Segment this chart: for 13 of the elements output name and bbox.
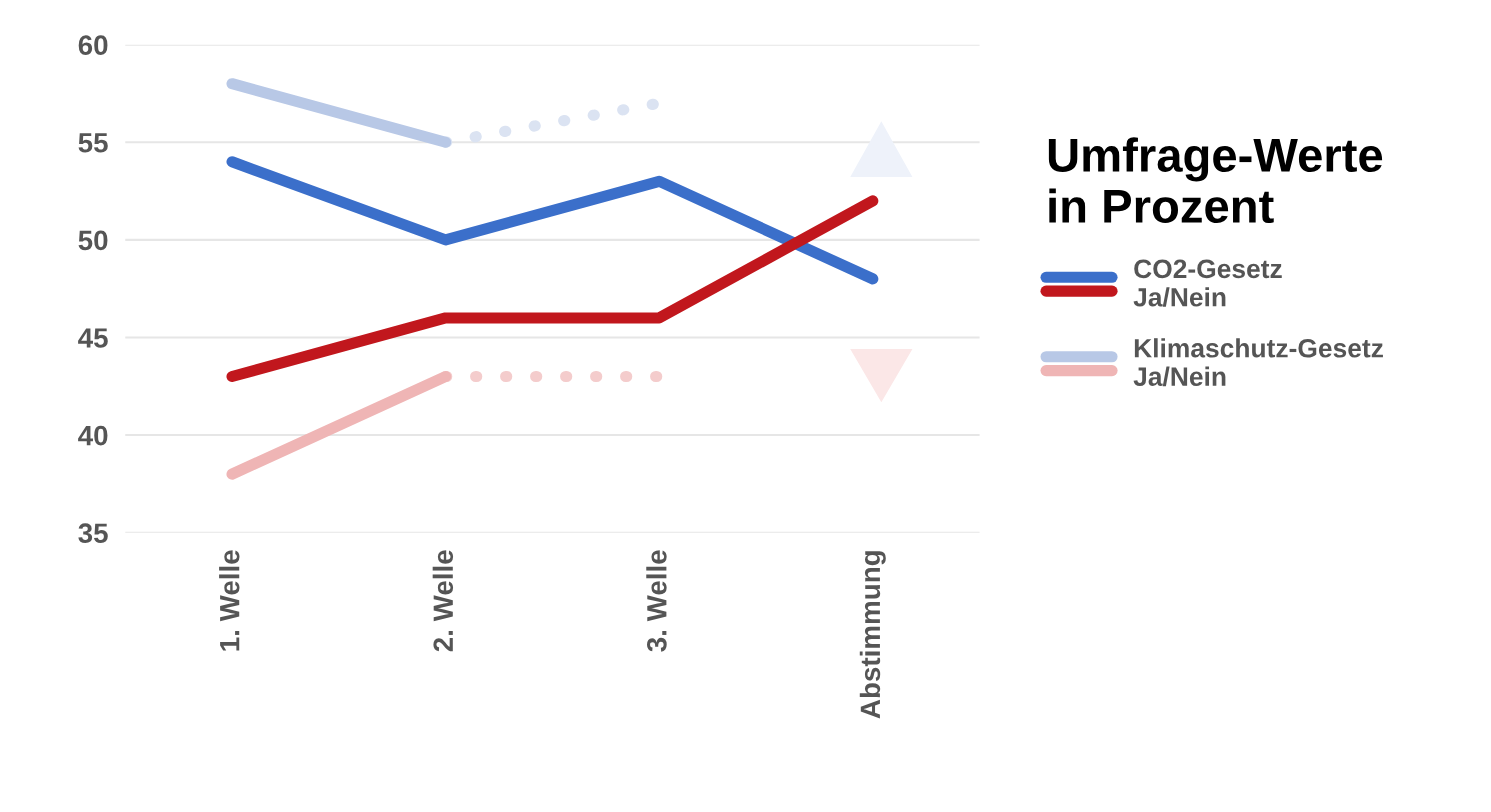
y-tick-label: 50 [78,230,108,251]
legend-title: Umfrage-Werte in Prozent [1048,137,1383,224]
y-tick-label: 35 [78,523,108,544]
legend-label: Klimaschutz-Gesetz Ja/Nein [1133,338,1383,387]
y-tick-label: 45 [78,328,108,348]
x-tick-label: 3. Welle [646,550,667,652]
x-tick-label: 1. Welle [219,550,240,651]
y-tick-label: 60 [78,35,108,55]
x-tick-label: 2. Welle [432,550,454,652]
x-tick-label: Abstimmung [859,551,886,719]
y-tick-label: 40 [78,425,108,446]
y-tick-label: 55 [78,133,108,153]
legend-label: CO2-Gesetz Ja/Nein [1133,259,1282,307]
